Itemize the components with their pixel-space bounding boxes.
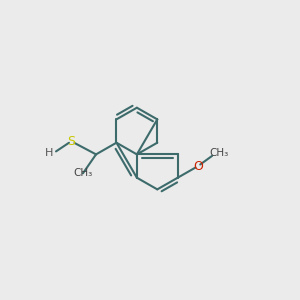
Text: CH₃: CH₃: [73, 168, 92, 178]
Text: O: O: [193, 160, 203, 172]
Text: S: S: [67, 135, 75, 148]
Text: H: H: [45, 148, 54, 158]
Text: CH₃: CH₃: [209, 148, 228, 158]
